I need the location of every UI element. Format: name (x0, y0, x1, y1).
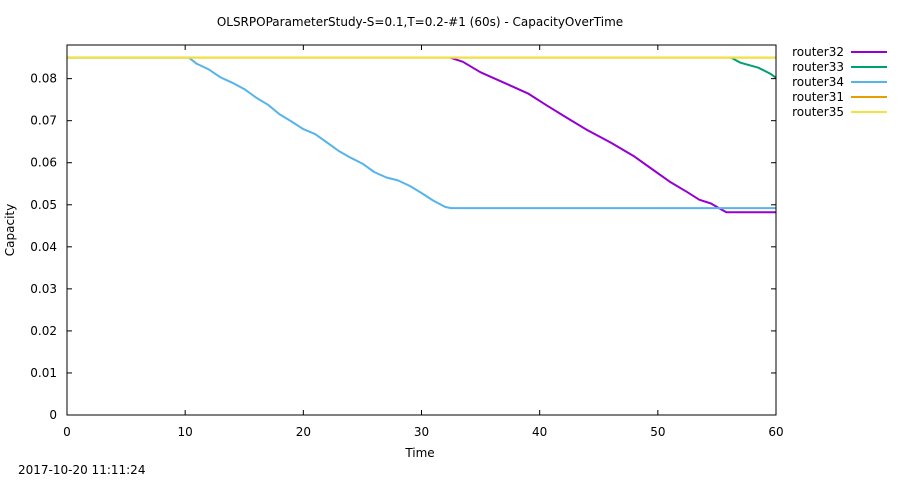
y-axis-label: Capacity (3, 204, 17, 256)
x-tick-label: 40 (532, 425, 547, 439)
y-tick-label: 0.02 (30, 324, 57, 338)
legend-label-router32: router32 (792, 45, 844, 59)
y-tick-label: 0.07 (30, 114, 57, 128)
x-tick-label: 0 (63, 425, 71, 439)
series-line-router34 (67, 56, 776, 210)
series-line-router33 (730, 56, 777, 79)
timestamp: 2017-10-20 11:11:24 (18, 463, 146, 477)
y-tick-label: 0.06 (30, 156, 57, 170)
x-tick-label: 10 (178, 425, 193, 439)
x-axis-label: Time (404, 446, 434, 460)
plot-frame (66, 44, 777, 416)
y-tick-label: 0.08 (30, 72, 57, 86)
legend-label-router35: router35 (792, 105, 844, 119)
y-tick-label: 0.05 (30, 198, 57, 212)
y-tick-label: 0.04 (30, 240, 57, 254)
plot-lines (67, 56, 777, 214)
y-axis: 0 0.01 0.02 0.03 0.04 0.05 0.06 0.07 0.08 (30, 72, 776, 422)
series-line-router32 (449, 56, 776, 214)
chart-title: OLSRPOParameterStudy-S=0.1,T=0.2-#1 (60s… (217, 15, 623, 29)
y-tick-label: 0.01 (30, 366, 57, 380)
x-tick-label: 30 (414, 425, 429, 439)
y-tick-label: 0 (49, 408, 57, 422)
legend-label-router34: router34 (792, 75, 844, 89)
y-tick-label: 0.03 (30, 282, 57, 296)
x-tick-label: 50 (650, 425, 665, 439)
legend-label-router31: router31 (792, 90, 844, 104)
x-axis: 0 10 20 30 40 50 60 (63, 45, 784, 439)
x-tick-label: 20 (296, 425, 311, 439)
x-tick-label: 60 (768, 425, 783, 439)
legend-label-router33: router33 (792, 60, 844, 74)
